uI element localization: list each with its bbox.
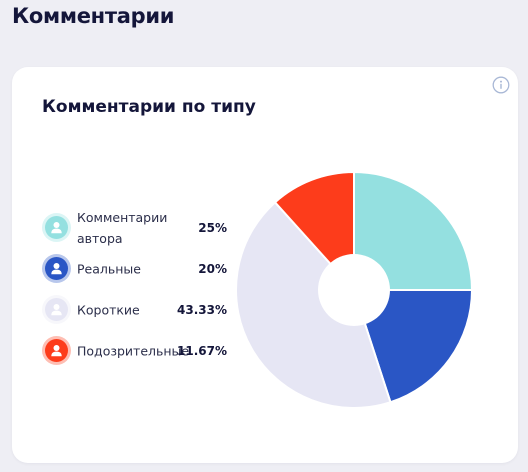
comments-by-type-card: Комментарии по типу Комментарии автора 2… [12,67,518,463]
legend-item[interactable]: Подозрительные 11.67% [45,330,235,371]
legend-value: 43.33% [177,302,227,317]
legend-label: Комментарии автора [77,209,168,246]
user-icon [45,257,68,280]
chart-legend: Комментарии автора 25% Реальные 20% Коро… [45,207,235,371]
legend-item[interactable]: Комментарии автора 25% [45,207,235,248]
legend-value: 25% [198,220,227,235]
user-icon [45,298,68,321]
user-icon [45,339,68,362]
legend-value: 20% [198,261,227,276]
pie-slice[interactable] [353,170,474,291]
info-icon[interactable] [492,76,510,94]
legend-label: Реальные [77,261,141,276]
pie-slice[interactable] [352,289,474,404]
page-title: Комментарии [12,4,175,28]
legend-label: Короткие [77,302,140,317]
pie-slice[interactable] [235,200,392,409]
legend-item[interactable]: Короткие 43.33% [45,289,235,330]
legend-item[interactable]: Реальные 20% [45,248,235,289]
donut-hole [318,254,390,326]
donut-chart [235,170,474,409]
legend-label: Подозрительные [77,343,190,358]
card-title: Комментарии по типу [42,97,256,117]
legend-value: 11.67% [177,343,227,358]
user-icon [45,216,68,239]
